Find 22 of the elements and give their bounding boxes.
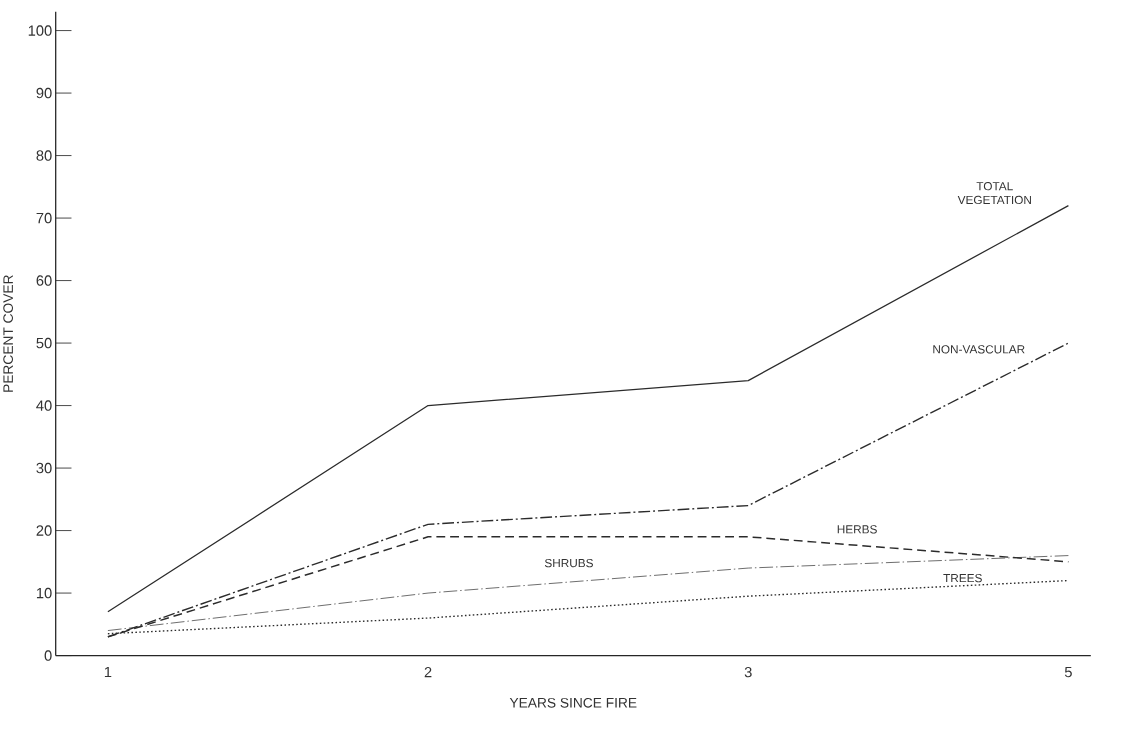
series-label: HERBS (837, 524, 877, 534)
series-label: NON-VASCULAR (933, 344, 1025, 354)
series-label: TREES (943, 573, 982, 583)
y-tick-label: 30 (36, 462, 52, 474)
y-tick-label: 70 (36, 212, 52, 224)
y-tick-label: 90 (36, 87, 52, 99)
y-tick-label: 40 (36, 400, 52, 411)
y-axis-title: PERCENT COVER (3, 274, 14, 392)
x-tick-label: 1 (104, 666, 112, 677)
y-tick-label: 20 (36, 525, 52, 536)
series-label: SHRUBS (544, 558, 593, 568)
x-axis-title: YEARS SINCE FIRE (509, 697, 637, 708)
series-label: TOTAL VEGETATION (957, 181, 1031, 204)
x-tick-label: 2 (424, 666, 432, 678)
y-tick-label: 60 (36, 275, 52, 286)
x-tick-label: 3 (744, 666, 752, 678)
y-tick-label: 100 (28, 25, 52, 36)
y-tick-label: 0 (44, 650, 52, 661)
x-tick-label: 5 (1064, 666, 1072, 677)
y-tick-label: 50 (36, 337, 52, 349)
y-tick-label: 80 (36, 150, 52, 161)
y-tick-label: 10 (36, 587, 52, 599)
